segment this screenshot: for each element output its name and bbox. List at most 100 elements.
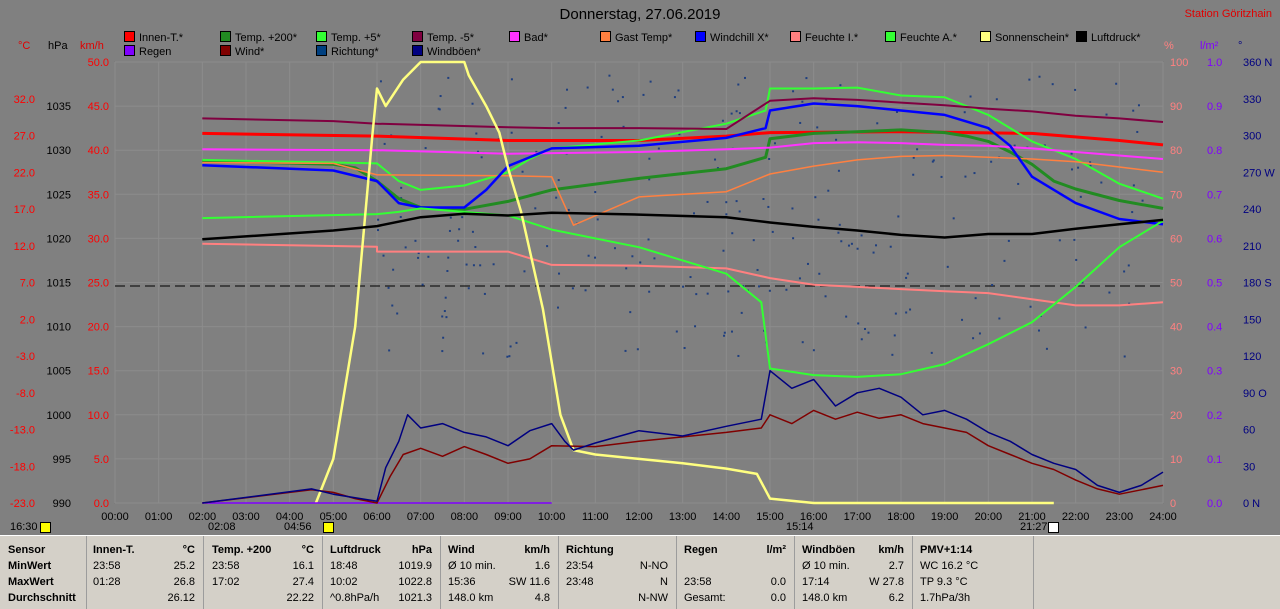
x-tick-label: 09:00	[494, 511, 522, 523]
direction-dot	[722, 249, 725, 252]
direction-dot	[731, 232, 734, 235]
pressure-tick-label: 995	[53, 454, 71, 466]
direction-dot	[449, 216, 452, 219]
direction-dot	[905, 311, 908, 314]
direction-dot	[758, 285, 761, 288]
direction-dot	[946, 265, 949, 268]
direction-dot	[1089, 164, 1092, 167]
direction-dot	[557, 121, 560, 124]
sun-marker-icon	[40, 522, 51, 533]
direction-dot	[856, 247, 859, 250]
legend-swatch	[885, 31, 896, 42]
wind-tick-label: 35.0	[88, 189, 109, 201]
row-label-min: MinWert	[8, 560, 52, 572]
chart-title: Donnerstag, 27.06.2019	[559, 6, 721, 23]
direction-tick-label: 240	[1243, 204, 1261, 216]
direction-dot	[427, 255, 430, 258]
direction-tick-label: 210	[1243, 241, 1261, 253]
direction-dot	[438, 108, 441, 111]
rain-tick-label: 0.8	[1207, 145, 1222, 157]
cell-value: 1022.8	[398, 576, 432, 588]
direction-dot	[480, 156, 483, 159]
direction-dot	[404, 246, 407, 249]
humidity-tick-label: 30	[1170, 366, 1182, 378]
direction-dot	[876, 122, 879, 125]
direction-dot	[998, 317, 1001, 320]
column-title: Wind	[448, 544, 475, 556]
rain-tick-label: 0.2	[1207, 410, 1222, 422]
series-line-temp-200-	[202, 128, 1164, 211]
direction-dot	[738, 210, 741, 213]
direction-dot	[474, 246, 477, 249]
x-tick-label: 12:00	[625, 511, 653, 523]
x-tick-label: 02:00	[189, 511, 217, 523]
statistics-table: Sensor MinWert MaxWert Durchschnitt Inne…	[0, 535, 1280, 609]
direction-dot	[600, 135, 603, 138]
direction-dot	[912, 173, 915, 176]
direction-dot	[737, 354, 740, 357]
direction-dot	[1137, 104, 1140, 107]
direction-dot	[509, 345, 512, 348]
humidity-tick-label: 20	[1170, 410, 1182, 422]
wind-tick-label: 30.0	[88, 233, 109, 245]
direction-dot	[721, 119, 724, 122]
row-label-column: Sensor MinWert MaxWert Durchschnitt	[0, 536, 87, 609]
direction-dot	[392, 268, 395, 271]
direction-dot	[1071, 168, 1074, 171]
x-tick-label: 24:00	[1149, 511, 1177, 523]
humidity-tick-label: 60	[1170, 233, 1182, 245]
direction-dot	[1075, 258, 1078, 261]
x-tick-label: 17:00	[844, 511, 872, 523]
direction-dot	[961, 318, 964, 321]
wind-tick-label: 45.0	[88, 101, 109, 113]
legend-item: Regen	[124, 45, 171, 58]
direction-dot	[727, 290, 730, 293]
direction-dot	[930, 351, 933, 354]
direction-dot	[735, 110, 738, 113]
temp-tick-label: 12.0	[14, 241, 35, 253]
direction-dot	[872, 251, 875, 254]
temp-tick-label: -23.0	[10, 498, 35, 510]
wind-direction-dots	[377, 74, 1144, 358]
temp-tick-label: -8.0	[16, 388, 35, 400]
direction-dot	[377, 218, 380, 221]
x-tick-label: 22:00	[1062, 511, 1090, 523]
cell-time: 23:58	[212, 560, 240, 572]
x-tick-label: 11:00	[582, 511, 609, 523]
direction-dot	[564, 106, 567, 109]
time-marker-start: 16:30	[10, 521, 38, 533]
direction-dot	[535, 150, 538, 153]
direction-dot	[621, 96, 624, 99]
direction-dot	[1043, 144, 1046, 147]
direction-dot	[792, 90, 795, 93]
direction-dot	[857, 322, 860, 325]
direction-dot	[648, 290, 651, 293]
direction-dot	[447, 76, 450, 79]
legend-item: Innen-T.*	[124, 31, 183, 44]
direction-dot	[818, 272, 821, 275]
direction-dot	[1074, 88, 1077, 91]
series-line-gast-temp-	[202, 154, 1164, 226]
direction-dot	[860, 234, 863, 237]
direction-dot	[383, 142, 386, 145]
direction-dot	[1079, 195, 1082, 198]
wind-tick-label: 5.0	[94, 454, 109, 466]
x-tick-label: 20:00	[975, 511, 1003, 523]
wind-tick-label: 10.0	[88, 410, 109, 422]
direction-dot	[912, 156, 915, 159]
direction-dot	[1115, 82, 1118, 85]
direction-dot	[437, 107, 440, 110]
direction-dot	[1136, 130, 1139, 133]
pressure-tick-label: 1035	[47, 101, 71, 113]
direction-dot	[471, 102, 474, 105]
cell-value: 1.6	[534, 560, 550, 572]
direction-dot	[1089, 161, 1092, 164]
grid	[114, 61, 1164, 504]
direction-dot	[963, 111, 966, 114]
direction-tick-label: 150	[1243, 314, 1261, 326]
direction-dot	[657, 147, 660, 150]
x-tick-label: 07:00	[407, 511, 435, 523]
direction-dot	[1070, 152, 1073, 155]
direction-tick-label: 60	[1243, 425, 1255, 437]
legend-swatch	[509, 31, 520, 42]
